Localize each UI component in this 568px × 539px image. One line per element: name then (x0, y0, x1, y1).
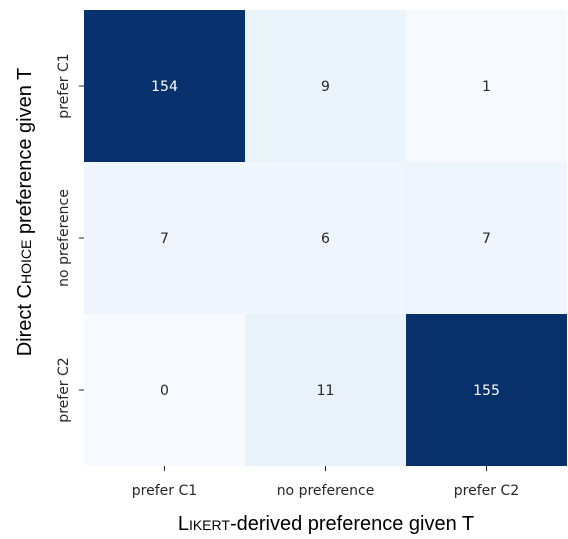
y-axis-label: Direct Choice preference given T (14, 68, 36, 357)
heatmap-cell (406, 314, 567, 466)
heatmap-cell-value: 155 (473, 383, 500, 399)
x-tick-label: prefer C1 (132, 483, 197, 499)
heatmap-cell (84, 10, 245, 162)
heatmap-cell-value: 0 (160, 383, 169, 399)
heatmap-cell (84, 162, 245, 314)
heatmap-cell-value: 9 (321, 79, 330, 95)
heatmap-cell (245, 10, 406, 162)
heatmap-cell (406, 10, 567, 162)
heatmap-cell-value: 6 (321, 231, 330, 247)
x-axis-label: Likert-derived preference given T (178, 513, 474, 535)
y-axis-ticks: prefer C1 no preference prefer C2 (56, 53, 84, 423)
heatmap-cell-value: 1 (482, 79, 491, 95)
heatmap-cell-values: 154 9 1 7 6 7 0 11 155 (151, 79, 500, 399)
y-tick-label: prefer C2 (56, 357, 72, 422)
y-tick-label: no preference (56, 189, 72, 287)
heatmap-cell-value: 7 (160, 231, 169, 247)
heatmap-cell-value: 154 (151, 79, 178, 95)
x-axis-ticks: prefer C1 no preference prefer C2 (132, 466, 519, 499)
heatmap-cell (245, 162, 406, 314)
heatmap-cell-value: 7 (482, 231, 491, 247)
heatmap-cell (245, 314, 406, 466)
heatmap-cell-value: 11 (317, 383, 335, 399)
heatmap-cell (406, 162, 567, 314)
heatmap-cell (84, 314, 245, 466)
x-tick-label: prefer C2 (454, 483, 519, 499)
y-tick-label: prefer C1 (56, 53, 72, 118)
x-tick-label: no preference (277, 483, 375, 499)
heatmap-cells (84, 10, 567, 466)
